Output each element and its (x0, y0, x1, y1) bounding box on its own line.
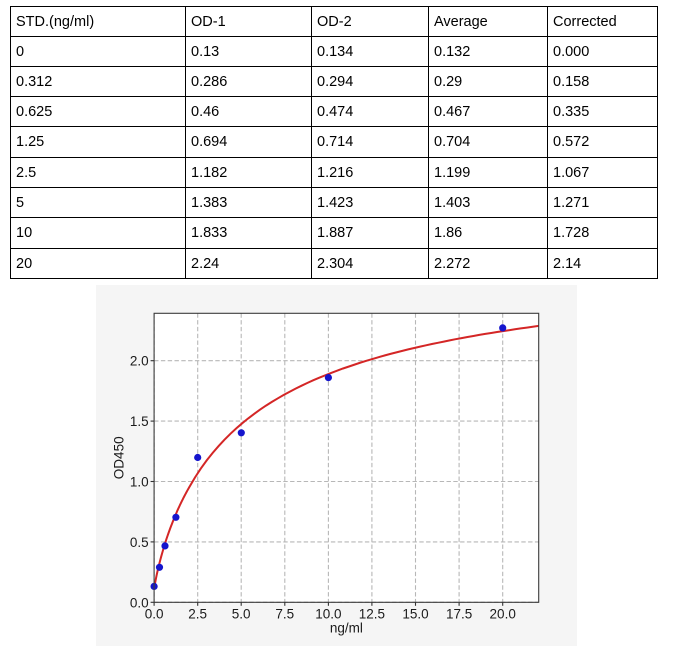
svg-text:2.5: 2.5 (188, 607, 207, 622)
svg-text:0.5: 0.5 (130, 535, 149, 550)
svg-text:ng/ml: ng/ml (330, 621, 363, 636)
svg-text:1.0: 1.0 (130, 475, 149, 490)
svg-text:OD450: OD450 (111, 436, 126, 479)
svg-text:10.0: 10.0 (315, 607, 341, 622)
svg-text:7.5: 7.5 (275, 607, 294, 622)
svg-text:2.0: 2.0 (130, 354, 149, 369)
svg-text:0.0: 0.0 (145, 607, 164, 622)
svg-text:0.0: 0.0 (130, 595, 149, 610)
svg-text:15.0: 15.0 (402, 607, 428, 622)
svg-text:12.5: 12.5 (359, 607, 385, 622)
svg-text:20.0: 20.0 (490, 607, 516, 622)
svg-text:17.5: 17.5 (446, 607, 472, 622)
svg-text:5.0: 5.0 (232, 607, 251, 622)
svg-text:1.5: 1.5 (130, 414, 149, 429)
